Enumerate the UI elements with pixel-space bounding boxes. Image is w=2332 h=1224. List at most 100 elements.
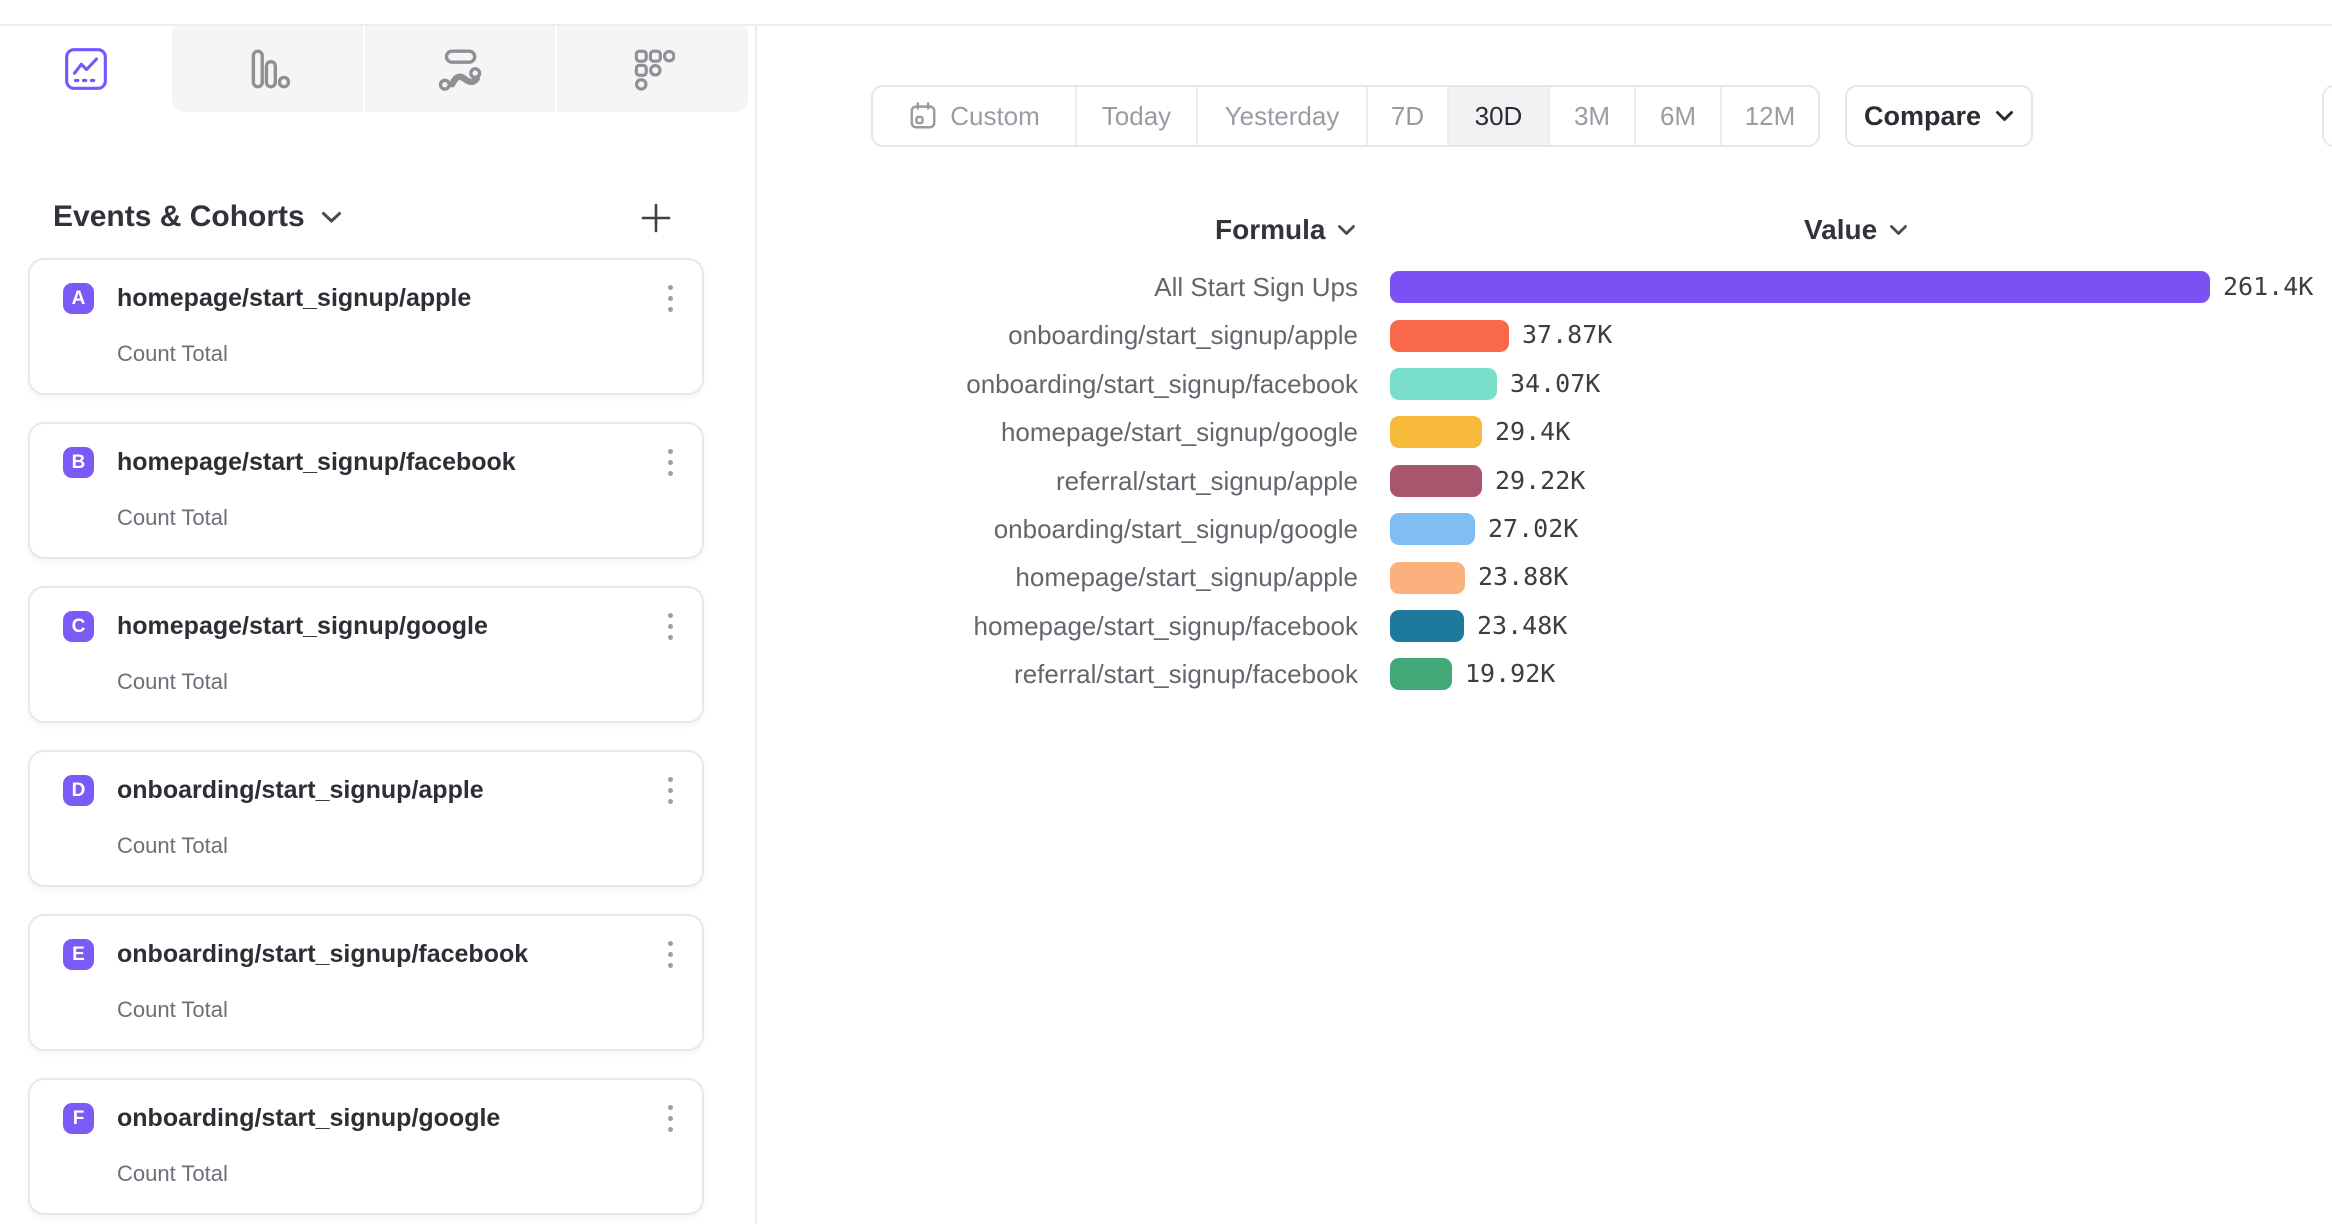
- chevron-down-icon: [1889, 224, 1908, 236]
- series-label: homepage/start_signup/apple: [1015, 562, 1358, 593]
- series-value: 27.02K: [1488, 514, 1579, 543]
- series-label: homepage/start_signup/facebook: [973, 610, 1359, 641]
- series-bar[interactable]: [1390, 464, 1482, 497]
- series-bar[interactable]: [1390, 271, 2210, 304]
- series-label: referral/start_signup/facebook: [1014, 659, 1358, 690]
- event-name: homepage/start_signup/google: [117, 612, 488, 640]
- event-name: onboarding/start_signup/facebook: [117, 940, 529, 968]
- inactive-tab-background: [172, 26, 748, 112]
- formula-column-header[interactable]: Formula: [1215, 214, 1356, 246]
- series-bar[interactable]: [1390, 319, 1509, 352]
- date-range-option-12m[interactable]: 12M: [1720, 87, 1818, 145]
- chevron-down-icon: [1337, 224, 1356, 236]
- date-range-selector: Custom Today Yesterday 7D 30D 3M 6M 12M: [871, 85, 1820, 147]
- tab-divider: [363, 26, 365, 112]
- chart-row: homepage/start_signup/google 29.4K: [0, 408, 2332, 456]
- chart-row: onboarding/start_signup/google 27.02K: [0, 505, 2332, 553]
- chart-row: homepage/start_signup/facebook 23.48K: [0, 602, 2332, 650]
- retention-dots-icon: [629, 46, 675, 92]
- event-name: homepage/start_signup/apple: [117, 284, 472, 312]
- series-value: 19.92K: [1465, 659, 1556, 689]
- chart-row: referral/start_signup/apple 29.22K: [0, 457, 2332, 505]
- event-options-kebab-icon[interactable]: [658, 447, 682, 478]
- chart-row: onboarding/start_signup/facebook 34.07K: [0, 360, 2332, 408]
- report-type-tabs: [0, 26, 756, 112]
- series-value: 23.88K: [1478, 562, 1569, 592]
- event-options-kebab-icon[interactable]: [658, 283, 682, 314]
- compare-label: Compare: [1863, 100, 1982, 131]
- event-options-kebab-icon[interactable]: [658, 1103, 682, 1134]
- series-bar[interactable]: [1390, 609, 1464, 642]
- event-metric: Count Total: [117, 997, 228, 1022]
- series-label: referral/start_signup/apple: [1055, 465, 1358, 496]
- date-range-option-7d[interactable]: 7D: [1366, 87, 1447, 145]
- date-range-option-today[interactable]: Today: [1075, 87, 1196, 145]
- date-range-option-custom[interactable]: Custom: [873, 87, 1075, 145]
- flows-icon: [436, 46, 482, 92]
- insights-line-chart-icon: [63, 46, 109, 92]
- tab-divider: [555, 26, 557, 112]
- chevron-down-icon: [1995, 110, 2014, 122]
- calendar-icon: [908, 101, 938, 131]
- chart-row: homepage/start_signup/apple 23.88K: [0, 553, 2332, 601]
- series-bar[interactable]: [1390, 367, 1497, 400]
- value-header-label: Value: [1804, 214, 1878, 245]
- tab-funnels[interactable]: [172, 26, 363, 112]
- date-range-label: Custom: [950, 100, 1040, 131]
- series-value: 261.4K: [2223, 272, 2314, 301]
- date-range-option-6m[interactable]: 6M: [1634, 87, 1720, 145]
- date-range-label: 3M: [1573, 100, 1611, 131]
- series-value: 29.4K: [1495, 417, 1571, 447]
- series-value: 34.07K: [1510, 368, 1601, 398]
- event-letter-badge: B: [63, 447, 94, 478]
- date-range-option-3m[interactable]: 3M: [1548, 87, 1634, 145]
- series-label: All Start Sign Ups: [1154, 272, 1358, 302]
- series-bar[interactable]: [1390, 416, 1482, 449]
- events-cohorts-title: Events & Cohorts: [53, 200, 305, 233]
- tab-retention[interactable]: [555, 26, 748, 112]
- events-cohorts-header[interactable]: Events & Cohorts: [53, 196, 342, 238]
- event-options-kebab-icon[interactable]: [658, 775, 682, 806]
- event-metric: Count Total: [117, 505, 228, 530]
- sidebar-right-border: [755, 26, 757, 1224]
- series-bar[interactable]: [1390, 561, 1465, 594]
- event-letter-badge: D: [63, 775, 94, 806]
- tab-flows[interactable]: [363, 26, 554, 112]
- value-column-header[interactable]: Value: [1804, 214, 1908, 246]
- chevron-down-icon: [321, 211, 342, 224]
- series-label: homepage/start_signup/google: [1000, 417, 1358, 448]
- series-bar[interactable]: [1390, 658, 1452, 691]
- event-letter-badge: A: [63, 283, 94, 314]
- event-name: onboarding/start_signup/google: [117, 1104, 501, 1132]
- event-options-kebab-icon[interactable]: [658, 611, 682, 642]
- tab-insights[interactable]: [0, 26, 172, 112]
- series-label: onboarding/start_signup/google: [993, 514, 1358, 544]
- event-options-kebab-icon[interactable]: [658, 939, 682, 970]
- event-letter-badge: F: [63, 1103, 94, 1134]
- formula-header-label: Formula: [1215, 214, 1326, 245]
- funnel-bars-icon: [245, 46, 291, 92]
- series-bar[interactable]: [1390, 513, 1475, 546]
- add-event-button[interactable]: [638, 200, 674, 236]
- event-metric: Count Total: [117, 833, 228, 858]
- date-range-option-yesterday[interactable]: Yesterday: [1196, 87, 1366, 145]
- date-range-label: Today: [1101, 100, 1172, 131]
- compare-button[interactable]: Compare: [1845, 85, 2033, 147]
- series-label: onboarding/start_signup/apple: [1008, 320, 1358, 351]
- chart-row: All Start Sign Ups 261.4K: [0, 263, 2332, 311]
- event-name: homepage/start_signup/facebook: [117, 448, 516, 476]
- chart-row: onboarding/start_signup/apple 37.87K: [0, 311, 2332, 359]
- event-metric: Count Total: [117, 341, 228, 366]
- date-range-option-30d[interactable]: 30D: [1447, 87, 1548, 145]
- clipped-edge-button[interactable]: [2322, 85, 2332, 147]
- event-letter-badge: C: [63, 611, 94, 642]
- date-range-label: 6M: [1659, 100, 1697, 131]
